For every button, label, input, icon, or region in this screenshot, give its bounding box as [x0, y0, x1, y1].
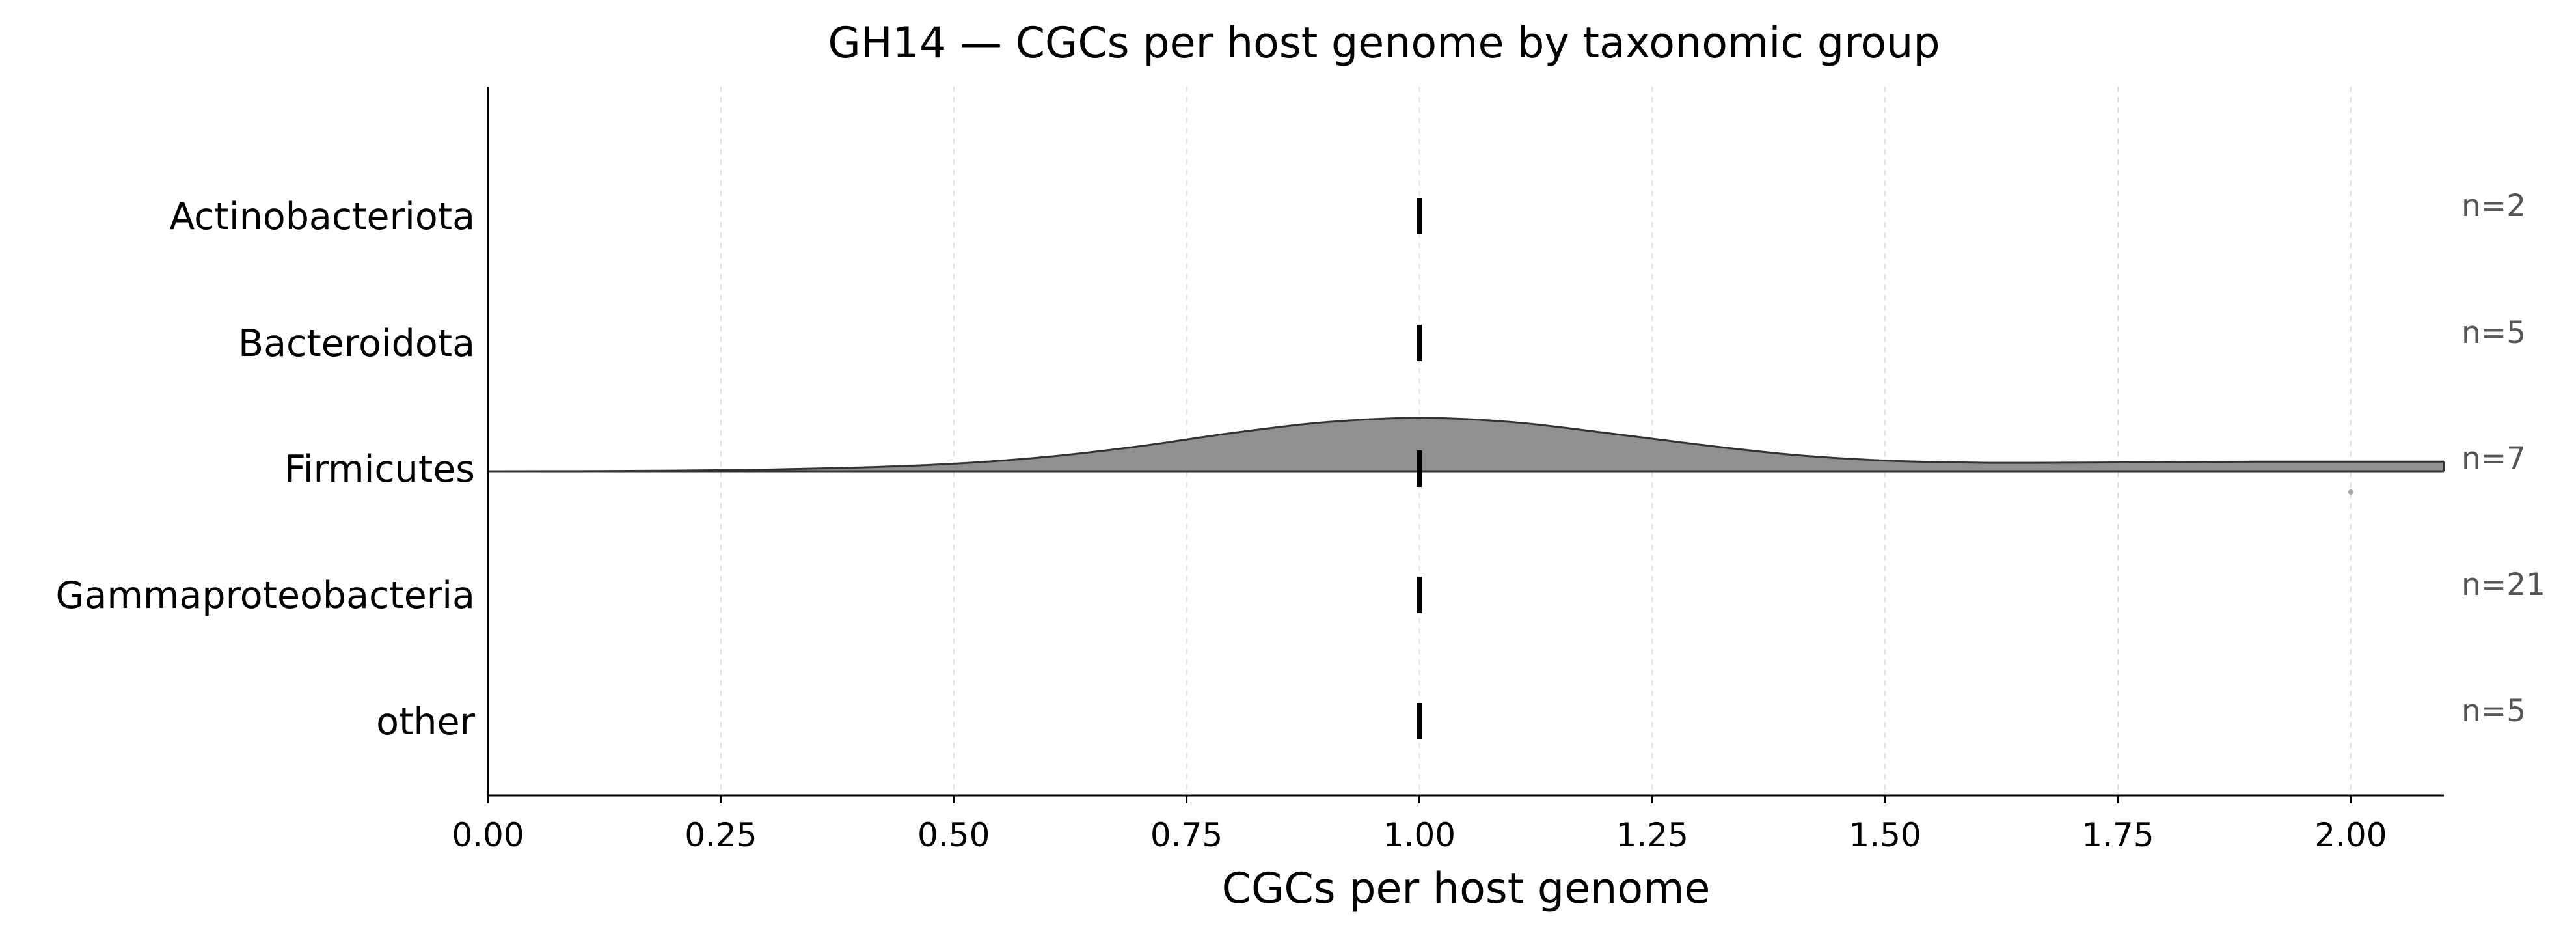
x-tick-label: 1.50 — [1849, 816, 1921, 854]
density-fill — [488, 418, 2444, 471]
density-layer — [487, 417, 2445, 473]
y-category-label: other — [376, 700, 475, 743]
x-axis-label: CGCs per host genome — [1222, 864, 1711, 913]
n-label: n=7 — [2461, 441, 2526, 476]
outlier-point — [2348, 489, 2353, 495]
x-tick-label: 2.00 — [2314, 816, 2387, 854]
x-tick-label: 0.25 — [685, 816, 757, 854]
n-label: n=5 — [2461, 315, 2526, 351]
x-tick-label: 0.00 — [452, 816, 524, 854]
x-tick-label: 1.75 — [2081, 816, 2154, 854]
sample-size-labels: n=2 n=5 n=7 n=21 n=5 — [2461, 188, 2545, 729]
y-category-labels: Actinobacteriota Bacteroidota Firmicutes Ga… — [55, 195, 475, 743]
x-tick-label: 1.00 — [1383, 816, 1456, 854]
n-label: n=5 — [2461, 693, 2526, 729]
y-category-label: Actinobacteriota — [169, 195, 475, 238]
x-tick-label: 0.75 — [1150, 816, 1223, 854]
x-tick-label: 1.25 — [1616, 816, 1688, 854]
n-label: n=21 — [2461, 567, 2545, 603]
chart-title: GH14 — CGCs per host genome by taxonomic… — [828, 19, 1940, 68]
n-label: n=2 — [2461, 188, 2526, 224]
y-category-label: Gammaproteobacteria — [55, 574, 475, 617]
x-tick-label: 0.50 — [917, 816, 990, 854]
y-category-label: Firmicutes — [284, 448, 475, 491]
y-category-label: Bacteroidota — [238, 322, 475, 365]
density-outline — [487, 417, 2444, 473]
outlier-points — [2348, 489, 2353, 495]
x-ticks: 0.00 0.25 0.50 0.75 1.00 1.25 1.50 1.75 2.00 — [452, 795, 2387, 854]
